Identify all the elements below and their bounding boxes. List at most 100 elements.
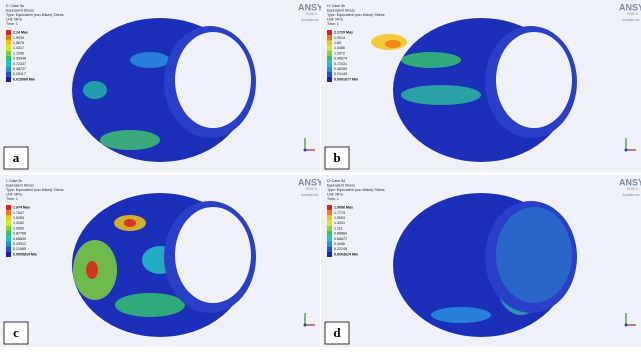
legend-label: 2.1729 Max <box>334 31 353 35</box>
stress-patch <box>401 85 481 105</box>
legend-swatch <box>6 236 11 241</box>
axis-z <box>625 324 628 327</box>
legend-swatch <box>327 210 332 215</box>
stress-patch <box>401 52 461 68</box>
legend-swatch <box>6 66 11 71</box>
header-text: Unit: MPa <box>6 17 22 21</box>
legend-label: 0.95948 <box>13 57 26 61</box>
legend-label: 0.24146 <box>334 72 347 76</box>
legend-label: 1.9314 <box>334 36 345 40</box>
legend-label: 1.3162 <box>13 221 24 225</box>
legend-swatch <box>327 215 332 220</box>
legend-label: 0.0003614 Min <box>334 252 358 256</box>
legend-label: 1.5553 <box>334 216 345 220</box>
header-text: Equivalent Stress <box>6 183 34 187</box>
legend-label: 0.66672 <box>334 237 347 241</box>
legend-label: 0.72337 <box>13 62 26 66</box>
legend-swatch <box>6 40 11 45</box>
legend-label: 1.1956 <box>13 51 24 55</box>
license: Academic <box>622 17 640 22</box>
legend-swatch <box>6 247 11 252</box>
legend-swatch <box>327 66 332 71</box>
license: Academic <box>622 192 640 197</box>
stress-patch <box>431 307 491 323</box>
release: R15.0 <box>627 186 638 191</box>
legend-label: 0.96574 <box>334 57 347 61</box>
legend-label: 0.22248 <box>334 247 347 251</box>
legend-label: 1.3331 <box>334 221 345 225</box>
legend-label: 1.69 <box>334 41 341 45</box>
release: R15.0 <box>306 11 317 16</box>
header-text: Unit: MPa <box>327 17 343 21</box>
legend-label: 0.015066 Min <box>13 77 35 81</box>
legend-swatch <box>327 252 332 257</box>
header-text: Type: Equivalent (von-Mises) Stress <box>327 13 385 17</box>
header-text: Type: Equivalent (von-Mises) Stress <box>6 188 64 192</box>
panel-label: a <box>13 150 20 165</box>
legend-label: 0.0005814 Min <box>13 252 37 256</box>
legend-swatch <box>6 215 11 220</box>
header-text: D: Case 5d <box>327 179 345 183</box>
legend-swatch <box>327 35 332 40</box>
axis-z <box>304 149 307 152</box>
legend-swatch <box>327 205 332 210</box>
header-text: Equivalent Stress <box>327 8 355 12</box>
legend-swatch <box>327 46 332 51</box>
figure: E: Case 5aEquivalent StressType: Equival… <box>0 0 641 347</box>
legend-label: 0.88884 <box>334 232 347 236</box>
legend-swatch <box>327 241 332 246</box>
legend-label: 1.7774 <box>334 211 345 215</box>
stress-patch <box>385 40 401 48</box>
legend-label: 0.43912 <box>13 242 26 246</box>
header-text: Equivalent Stress <box>327 183 355 187</box>
stress-patch <box>100 130 160 150</box>
legend-swatch <box>327 40 332 45</box>
legend-swatch <box>6 72 11 77</box>
legend-swatch <box>327 247 332 252</box>
legend-swatch <box>327 226 332 231</box>
legend-swatch <box>327 77 332 82</box>
legend-swatch <box>327 61 332 66</box>
hole <box>175 207 251 303</box>
panel-label: d <box>333 325 341 340</box>
legend-swatch <box>6 61 11 66</box>
header-text: H: Case 5b <box>327 4 345 8</box>
legend-label: 0.21985 <box>13 247 26 251</box>
legend-label: 1.7547 <box>13 211 24 215</box>
legend-label: 1.4486 <box>334 46 345 50</box>
hole <box>496 207 572 303</box>
legend-label: 0.72431 <box>334 62 347 66</box>
stress-patch <box>86 261 98 279</box>
legend-label: 0.4446 <box>334 242 345 246</box>
hole <box>175 32 251 128</box>
legend-swatch <box>6 252 11 257</box>
legend-label: 1.974 Max <box>13 206 30 210</box>
panel-label: b <box>333 150 340 165</box>
legend-label: 0.48289 <box>334 67 347 71</box>
hole <box>496 32 572 128</box>
header-text: Time: 1 <box>327 197 339 201</box>
stress-patch <box>124 219 136 227</box>
legend-label: 0.87766 <box>13 232 26 236</box>
legend-label: 1.4317 <box>13 46 24 50</box>
stress-patch <box>115 293 185 317</box>
stress-patch <box>83 81 107 99</box>
legend-swatch <box>327 236 332 241</box>
legend-label: 1.6678 <box>13 41 24 45</box>
legend-label: 1.0969 <box>13 226 24 230</box>
legend-swatch <box>6 241 11 246</box>
legend-label: 1.9039 <box>13 36 24 40</box>
legend-swatch <box>6 77 11 82</box>
release: R15.0 <box>306 186 317 191</box>
legend-swatch <box>6 205 11 210</box>
header-text: Unit: MPa <box>327 192 343 196</box>
axis-z <box>625 149 628 152</box>
header-text: Type: Equivalent (von-Mises) Stress <box>327 188 385 192</box>
license: Academic <box>301 17 319 22</box>
legend-swatch <box>6 210 11 215</box>
header-text: Equivalent Stress <box>6 8 34 12</box>
